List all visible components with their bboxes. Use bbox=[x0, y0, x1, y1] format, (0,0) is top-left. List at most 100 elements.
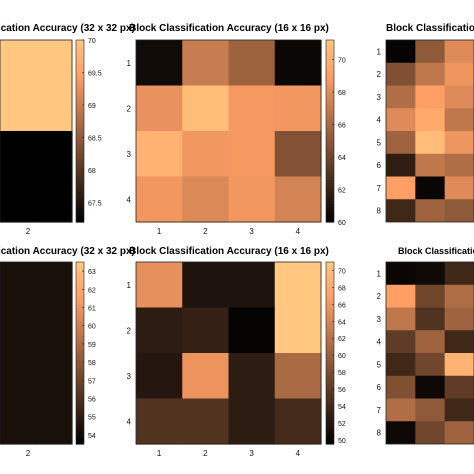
colorbar-segment bbox=[76, 124, 84, 129]
colorbar-segment bbox=[326, 334, 334, 339]
colorbar-segment bbox=[76, 316, 84, 321]
heatmap-cell bbox=[444, 176, 474, 200]
colorbar: 63 62 61 60 59 58 57 56 55 54 bbox=[75, 261, 96, 445]
colorbar-segment bbox=[326, 79, 334, 84]
heatmap-cell bbox=[386, 40, 416, 64]
colorbar-segment bbox=[326, 64, 334, 68]
axes-frame bbox=[135, 261, 322, 445]
colorbar-segment bbox=[326, 383, 334, 387]
colorbar-segment bbox=[76, 134, 84, 138]
colorbar-segment bbox=[326, 343, 334, 348]
heatmap-cell bbox=[386, 375, 416, 400]
heatmap-cell bbox=[415, 131, 446, 155]
heatmap-cell bbox=[386, 199, 416, 222]
colorbar-segment bbox=[76, 398, 84, 403]
colorbar-segment bbox=[326, 271, 334, 275]
heatmap-cells bbox=[136, 262, 322, 445]
panel-title: Block Classification bbox=[398, 246, 474, 256]
panel-title: Block Classification Accuracy (32 x 32 p… bbox=[0, 246, 135, 257]
colorbar-tick-label: 68 bbox=[88, 168, 96, 175]
heatmap-cell bbox=[182, 40, 230, 87]
heatmap-cell bbox=[444, 353, 474, 377]
colorbar-segment bbox=[76, 328, 84, 333]
colorbar-segment bbox=[326, 362, 334, 366]
colorbar-segment bbox=[76, 149, 84, 153]
colorbar-segment bbox=[326, 170, 334, 175]
heatmap-cell bbox=[228, 398, 276, 445]
colorbar-segment bbox=[326, 416, 334, 421]
colorbar-segment bbox=[326, 115, 334, 120]
colorbar-segment bbox=[76, 274, 84, 278]
colorbar-segment bbox=[76, 46, 84, 50]
axes-frame bbox=[385, 39, 474, 223]
colorbar-segment bbox=[326, 155, 334, 159]
colorbar-segment bbox=[326, 103, 334, 108]
colorbar-tick-label: 70 bbox=[338, 268, 346, 275]
colorbar-segment bbox=[326, 215, 334, 220]
heatmap-cell bbox=[444, 40, 474, 64]
y-tick-label: 4 bbox=[127, 195, 132, 204]
colorbar-segment bbox=[76, 401, 84, 406]
colorbar-tick-label: 70 bbox=[338, 58, 346, 65]
colorbar-tick-label: 69 bbox=[88, 103, 96, 110]
colorbar-segment bbox=[76, 307, 84, 312]
colorbar-tick-label: 58 bbox=[88, 360, 96, 367]
colorbar-segment bbox=[76, 283, 84, 287]
colorbar-segment bbox=[76, 185, 84, 190]
colorbar-segment bbox=[326, 179, 334, 184]
colorbar-segment bbox=[326, 395, 334, 400]
colorbar-segment bbox=[326, 331, 334, 336]
colorbar-segment bbox=[326, 404, 334, 409]
colorbar-segment bbox=[76, 422, 84, 427]
y-tick-label: 2 bbox=[377, 292, 382, 301]
colorbar-segment bbox=[326, 40, 334, 44]
heatmap-cell bbox=[228, 176, 276, 223]
heatmap-cell bbox=[182, 353, 230, 400]
colorbar-segment bbox=[76, 118, 84, 123]
colorbar-segment bbox=[76, 176, 84, 181]
colorbar-tick-label: 64 bbox=[338, 155, 346, 162]
colorbar-segment bbox=[76, 131, 84, 135]
heatmap-cell bbox=[36, 353, 73, 445]
colorbar-segment bbox=[76, 200, 84, 205]
colorbar-segment bbox=[326, 106, 334, 111]
colorbar-segment bbox=[76, 353, 84, 357]
colorbar-tick-label: 60 bbox=[338, 220, 346, 227]
colorbar-tick-label: 70 bbox=[88, 38, 96, 45]
colorbar-tick-label: 68 bbox=[338, 90, 346, 97]
colorbar-segment bbox=[76, 212, 84, 217]
heatmap-cell bbox=[136, 262, 183, 309]
heatmap-cell bbox=[386, 62, 416, 87]
colorbar-segment bbox=[326, 52, 334, 56]
colorbar-segment bbox=[326, 422, 334, 427]
colorbar-tick-label: 62 bbox=[338, 188, 346, 195]
x-tick-label: 2 bbox=[26, 227, 31, 236]
heatmap-cell bbox=[444, 262, 474, 286]
y-tick-label: 5 bbox=[377, 138, 382, 147]
heatmap-cell bbox=[386, 108, 416, 132]
y-tick-label: 7 bbox=[377, 406, 382, 415]
colorbar-segment bbox=[76, 295, 84, 299]
colorbar-segment bbox=[326, 91, 334, 96]
colorbar-segment bbox=[76, 197, 84, 202]
colorbar-segment bbox=[76, 289, 84, 293]
colorbar-segment bbox=[326, 70, 334, 74]
colorbar-segment bbox=[326, 67, 334, 71]
colorbar-segment bbox=[76, 64, 84, 68]
x-tick-label: 4 bbox=[296, 227, 301, 236]
colorbar-segment bbox=[326, 158, 334, 162]
x-tick-label: 4 bbox=[296, 449, 301, 458]
heatmap-cell bbox=[415, 176, 446, 200]
heatmap-cell bbox=[182, 131, 230, 178]
heatmap-cell bbox=[0, 40, 37, 132]
colorbar-segment bbox=[326, 410, 334, 415]
heatmap-cells bbox=[136, 40, 322, 223]
y-tick-label: 2 bbox=[377, 70, 382, 79]
heatmap-cell bbox=[228, 353, 276, 400]
heatmap-cell bbox=[415, 85, 446, 109]
colorbar-segment bbox=[326, 146, 334, 150]
colorbar-segment bbox=[76, 203, 84, 208]
colorbar-segment bbox=[326, 265, 334, 269]
heatmap-cell bbox=[228, 40, 276, 87]
colorbar-segment bbox=[76, 55, 84, 59]
